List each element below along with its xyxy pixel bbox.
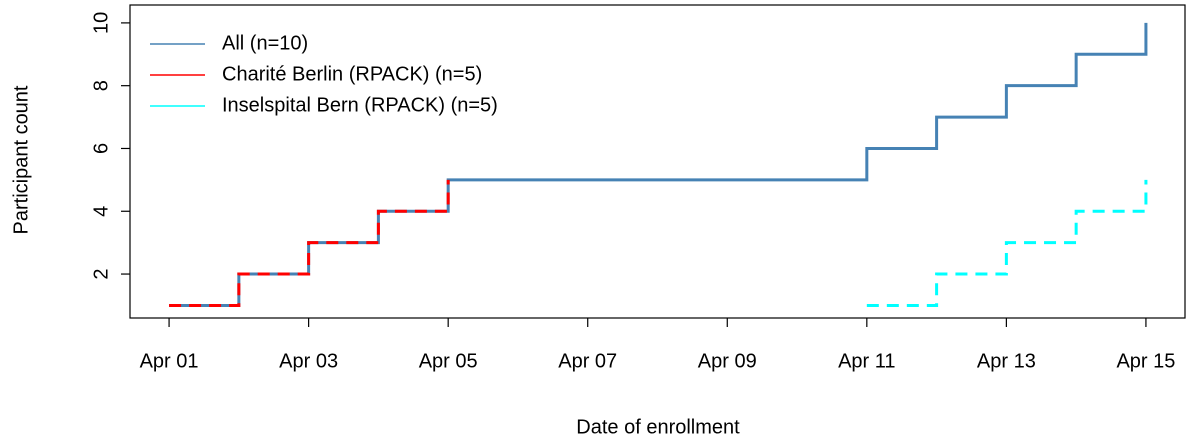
x-tick-label: Apr 01 [140,350,199,372]
y-axis-label: Participant count [10,85,32,234]
y-tick-label: 8 [90,80,112,91]
y-tick-label: 6 [90,143,112,154]
y-tick-label: 10 [90,12,112,34]
x-tick-label: Apr 11 [838,350,895,372]
x-tick-label: Apr 13 [977,350,1036,372]
x-tick-label: Apr 09 [698,350,757,372]
x-tick-label: Apr 07 [558,350,617,372]
plot-box [129,4,1186,319]
y-tick-label: 2 [90,268,112,279]
legend-label: All (n=10) [222,32,308,54]
x-tick-label: Apr 03 [279,350,338,372]
x-tick-label: Apr 05 [419,350,478,372]
series-line [866,179,1148,307]
legend-label: Inselspital Bern (RPACK) (n=5) [222,94,498,116]
legend-label: Charité Berlin (RPACK) (n=5) [222,63,482,85]
y-tick-label: 4 [90,206,112,217]
x-tick-label: Apr 15 [1116,350,1175,372]
x-axis-label: Date of enrollment [576,416,740,438]
series-line [169,179,450,307]
